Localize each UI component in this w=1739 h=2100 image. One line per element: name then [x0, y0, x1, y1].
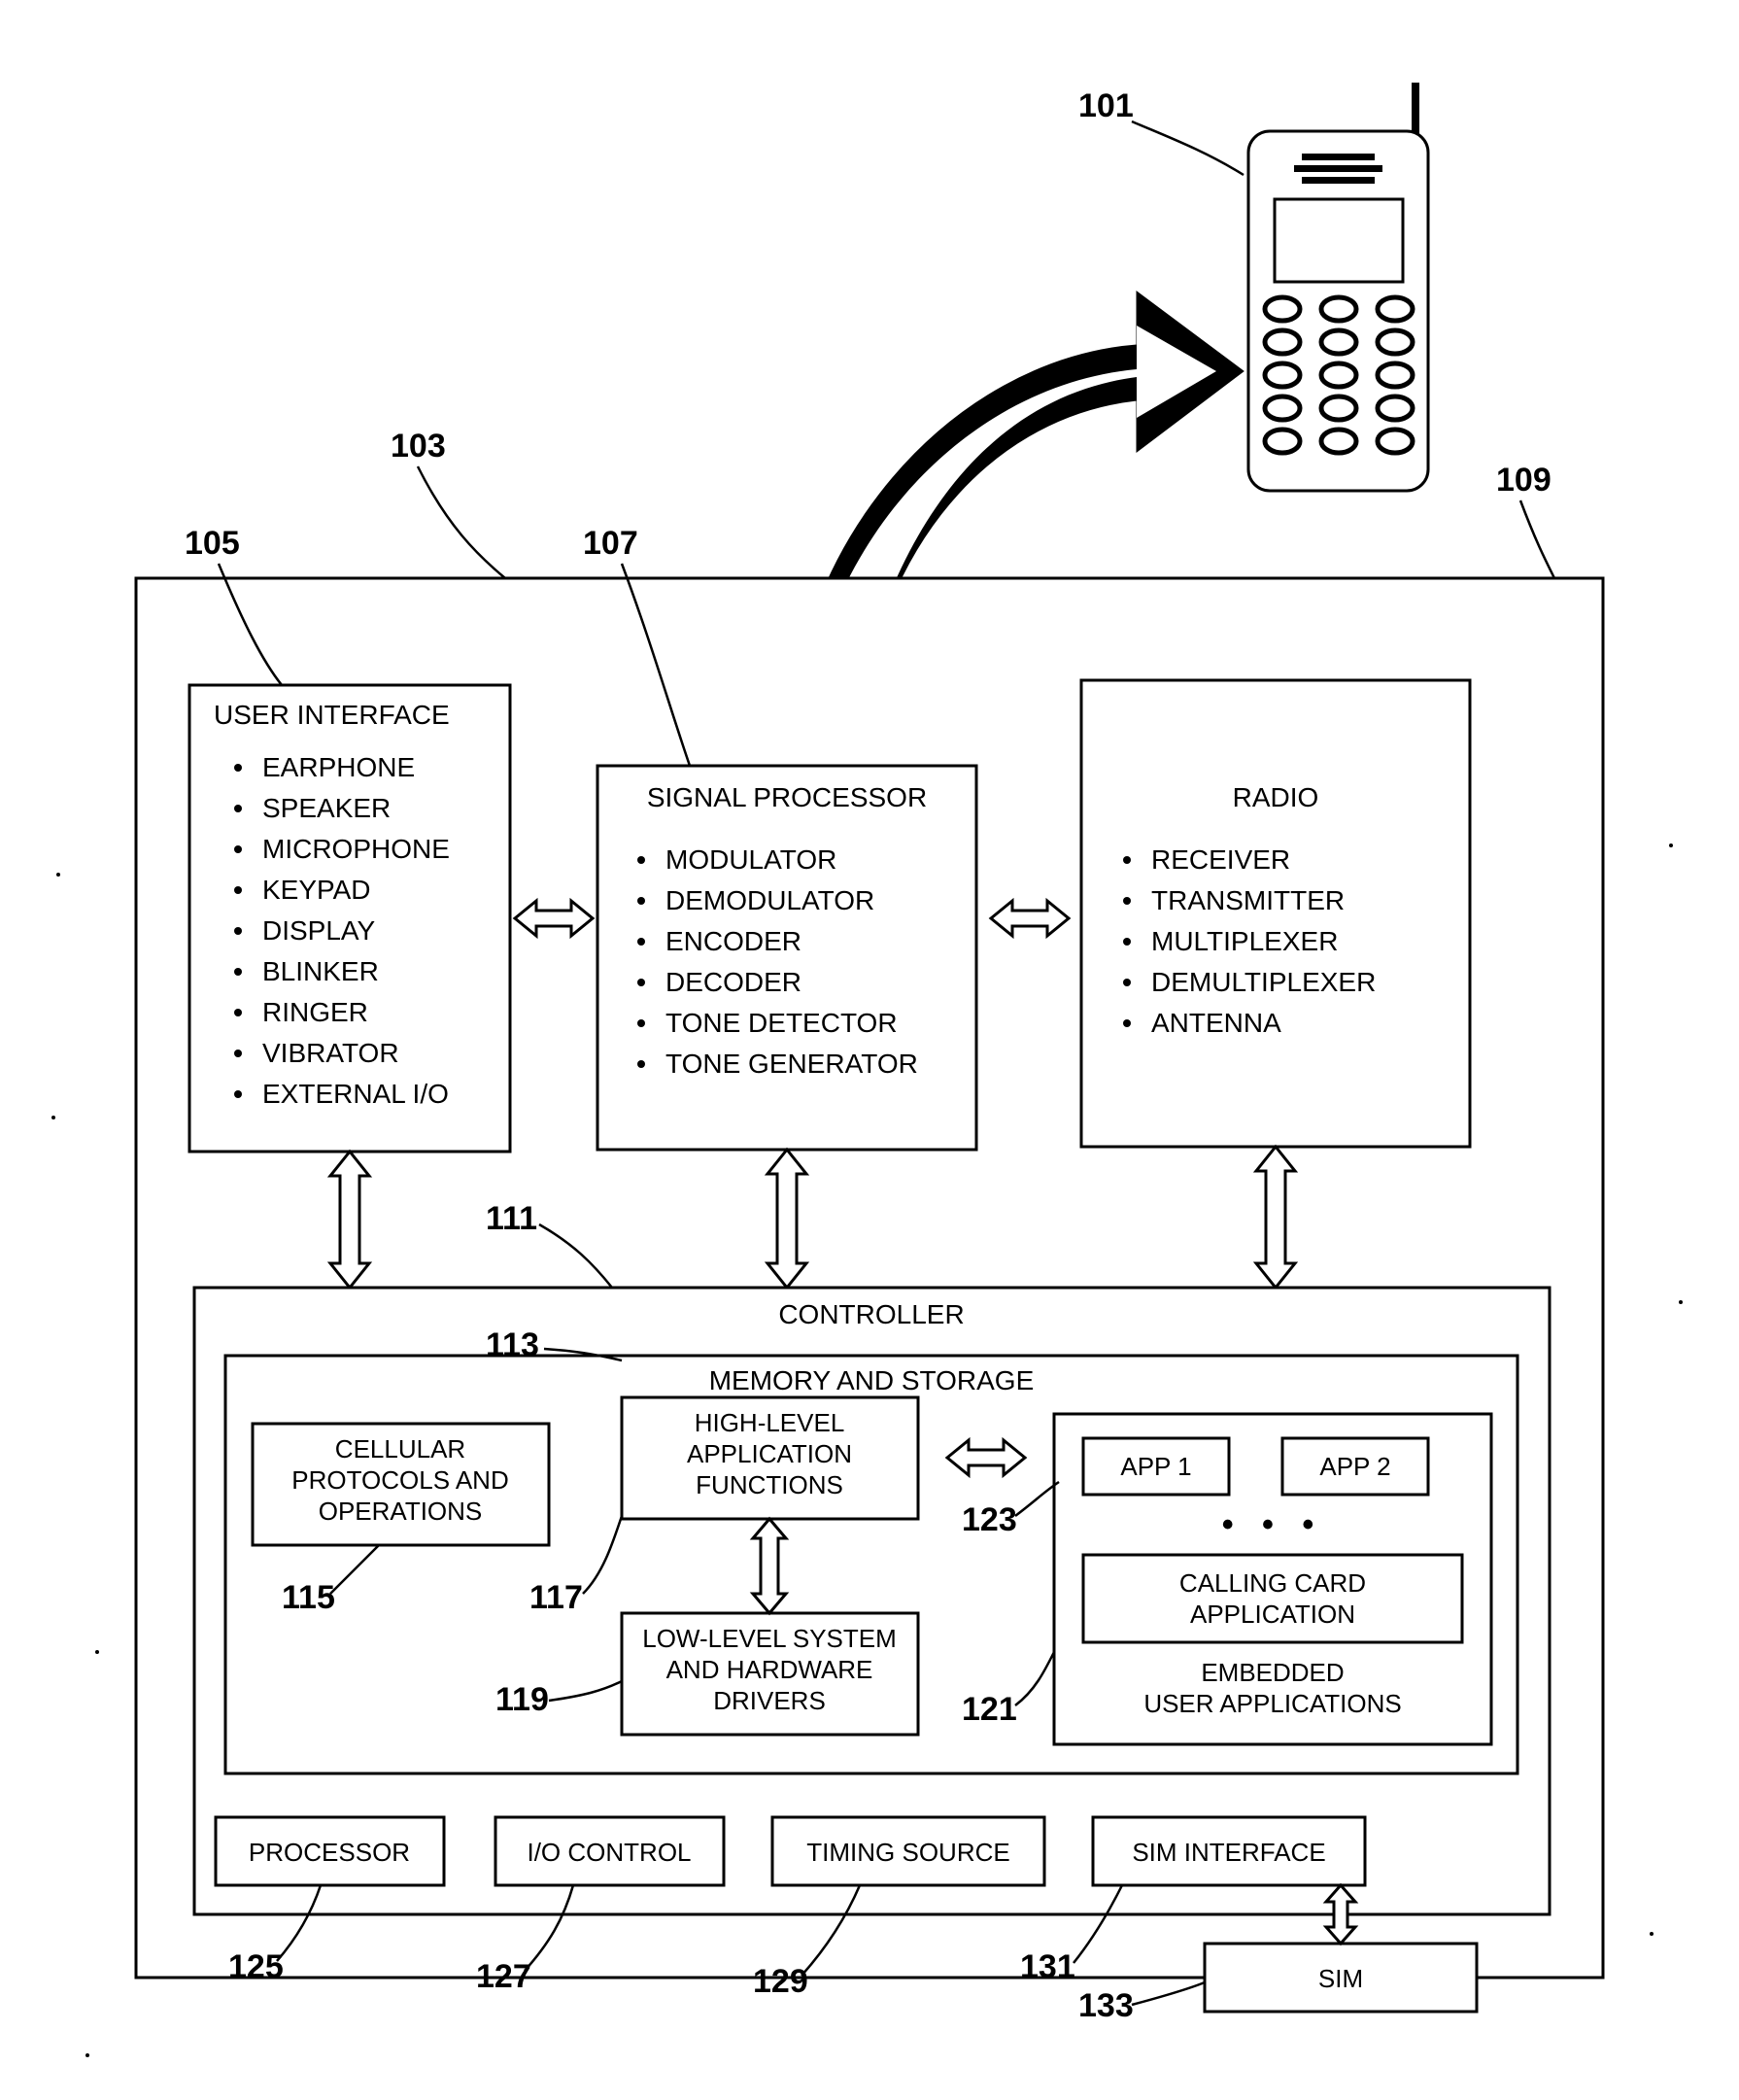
svg-text:115: 115: [282, 1579, 335, 1616]
phone-icon: [1248, 83, 1428, 491]
svg-text:119: 119: [495, 1681, 549, 1718]
svg-text:121: 121: [962, 1691, 1017, 1728]
svg-text:CELLULAR: CELLULAR: [335, 1434, 465, 1463]
svg-text:101: 101: [1078, 87, 1134, 124]
radio-block: RADIO RECEIVER TRANSMITTER MULTIPLEXER D…: [1081, 680, 1470, 1147]
sim-label: SIM: [1318, 1964, 1363, 1993]
svg-text:105: 105: [185, 525, 240, 562]
svg-text:127: 127: [476, 1958, 531, 1995]
svg-text:PROTOCOLS AND: PROTOCOLS AND: [291, 1465, 508, 1495]
svg-text:107: 107: [583, 525, 638, 562]
svg-text:AND HARDWARE: AND HARDWARE: [666, 1655, 873, 1684]
app1: APP 1: [1120, 1452, 1191, 1481]
iocontrol-label: I/O CONTROL: [527, 1838, 691, 1867]
sp-title: SIGNAL PROCESSOR: [647, 782, 927, 812]
svg-text:CALLING CARD: CALLING CARD: [1179, 1568, 1366, 1598]
svg-text:131: 131: [1020, 1948, 1075, 1985]
svg-text:KEYPAD: KEYPAD: [262, 875, 371, 905]
svg-text:RINGER: RINGER: [262, 997, 368, 1027]
svg-text:BLINKER: BLINKER: [262, 956, 379, 986]
simif-label: SIM INTERFACE: [1132, 1838, 1325, 1867]
svg-text:TONE DETECTOR: TONE DETECTOR: [665, 1008, 898, 1038]
app2: APP 2: [1319, 1452, 1390, 1481]
svg-text:DEMULTIPLEXER: DEMULTIPLEXER: [1151, 967, 1376, 997]
svg-text:OPERATIONS: OPERATIONS: [319, 1497, 483, 1526]
svg-text:LOW-LEVEL SYSTEM: LOW-LEVEL SYSTEM: [642, 1624, 897, 1653]
controller-block: CONTROLLER MEMORY AND STORAGE CELLULAR P…: [194, 1288, 1550, 1914]
svg-text:TONE GENERATOR: TONE GENERATOR: [665, 1049, 918, 1079]
svg-text:117: 117: [529, 1579, 583, 1616]
svg-text:123: 123: [962, 1501, 1017, 1538]
signal-processor-block: SIGNAL PROCESSOR MODULATOR DEMODULATOR E…: [597, 766, 976, 1150]
ui-title: USER INTERFACE: [214, 700, 450, 730]
svg-text:DEMODULATOR: DEMODULATOR: [665, 885, 874, 915]
svg-text:EMBEDDED: EMBEDDED: [1201, 1658, 1344, 1687]
svg-text:DECODER: DECODER: [665, 967, 801, 997]
memory-title: MEMORY AND STORAGE: [709, 1365, 1035, 1395]
svg-text:ENCODER: ENCODER: [665, 926, 801, 956]
timing-label: TIMING SOURCE: [806, 1838, 1009, 1867]
svg-text:103: 103: [391, 428, 446, 465]
svg-text:RECEIVER: RECEIVER: [1151, 844, 1290, 875]
svg-text:• • •: • • •: [1222, 1506, 1324, 1543]
svg-text:DRIVERS: DRIVERS: [713, 1686, 826, 1715]
svg-text:113: 113: [486, 1326, 539, 1363]
svg-text:VIBRATOR: VIBRATOR: [262, 1038, 399, 1068]
svg-text:APPLICATION: APPLICATION: [1190, 1600, 1355, 1629]
svg-text:SPEAKER: SPEAKER: [262, 793, 391, 823]
svg-text:MODULATOR: MODULATOR: [665, 844, 836, 875]
svg-text:EXTERNAL I/O: EXTERNAL I/O: [262, 1079, 449, 1109]
radio-title: RADIO: [1233, 782, 1319, 812]
diagram-svg: USER INTERFACE EARPHONE SPEAKER MICROPHO…: [0, 0, 1739, 2100]
svg-text:APPLICATION: APPLICATION: [687, 1439, 852, 1468]
svg-text:133: 133: [1078, 1987, 1134, 2024]
processor-label: PROCESSOR: [249, 1838, 410, 1867]
svg-text:MULTIPLEXER: MULTIPLEXER: [1151, 926, 1338, 956]
user-interface-block: USER INTERFACE EARPHONE SPEAKER MICROPHO…: [189, 685, 510, 1152]
svg-text:129: 129: [753, 1963, 808, 2000]
svg-text:TRANSMITTER: TRANSMITTER: [1151, 885, 1345, 915]
svg-text:125: 125: [228, 1948, 284, 1985]
controller-title: CONTROLLER: [778, 1299, 964, 1329]
svg-text:USER APPLICATIONS: USER APPLICATIONS: [1143, 1689, 1401, 1718]
svg-text:ANTENNA: ANTENNA: [1151, 1008, 1281, 1038]
svg-text:HIGH-LEVEL: HIGH-LEVEL: [695, 1408, 845, 1437]
svg-text:111: 111: [486, 1200, 537, 1237]
svg-text:FUNCTIONS: FUNCTIONS: [696, 1470, 843, 1499]
svg-text:EARPHONE: EARPHONE: [262, 752, 415, 782]
svg-text:109: 109: [1496, 462, 1551, 499]
svg-text:DISPLAY: DISPLAY: [262, 915, 376, 946]
svg-text:MICROPHONE: MICROPHONE: [262, 834, 450, 864]
